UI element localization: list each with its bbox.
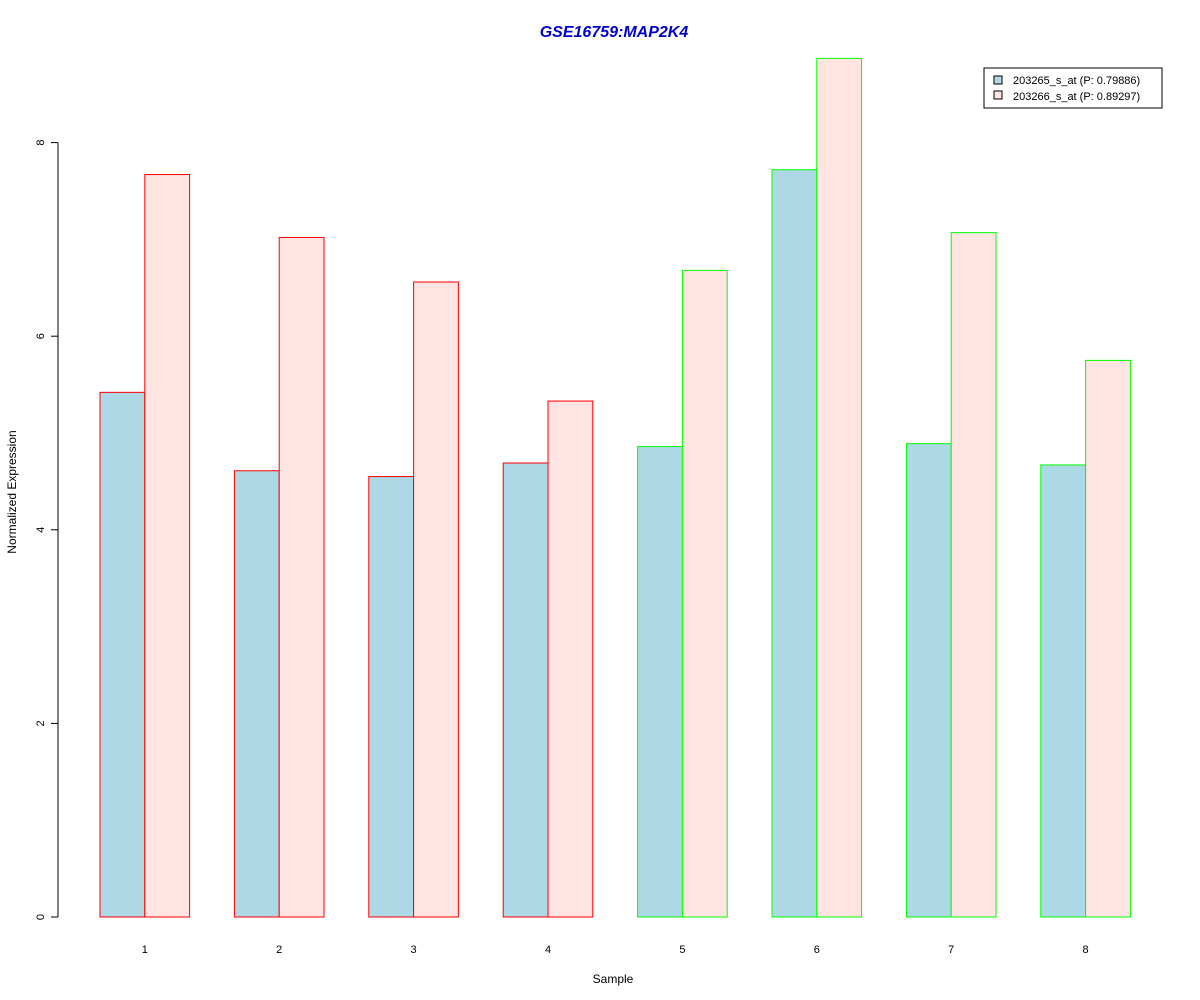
legend: 203265_s_at (P: 0.79886) 203266_s_at (P:… <box>983 67 1163 109</box>
bar-sample-6-series-1 <box>771 169 818 918</box>
x-tick-label: 5 <box>679 944 685 956</box>
legend-swatch-1 <box>993 75 1003 85</box>
bar-sample-7-series-2 <box>950 232 997 918</box>
x-axis-label: Sample <box>593 972 634 986</box>
bar-sample-1-series-2 <box>144 174 191 918</box>
x-tick-label: 4 <box>545 944 551 956</box>
bar-sample-3-series-2 <box>413 281 459 918</box>
x-tick-label: 3 <box>411 944 417 956</box>
bar-sample-4-series-1 <box>502 462 549 918</box>
bar-sample-7-series-1 <box>905 443 952 918</box>
bar-sample-8-series-2 <box>1085 359 1131 918</box>
x-tick-label: 2 <box>276 944 282 956</box>
legend-label-2: 203266_s_at (P: 0.89297) <box>1013 91 1140 103</box>
bar-sample-2-series-1 <box>233 470 280 918</box>
bar-sample-3-series-1 <box>368 476 415 918</box>
bar-sample-1-series-1 <box>99 391 146 918</box>
y-tick-label: 8 <box>35 140 47 146</box>
bar-sample-4-series-2 <box>547 400 594 918</box>
legend-box <box>983 67 1163 109</box>
chart-title: GSE16759:MAP2K4 <box>540 24 689 41</box>
y-axis: 0 2 4 6 8 <box>35 140 59 920</box>
x-tick-label: 6 <box>814 944 820 956</box>
bar-sample-2-series-2 <box>278 236 325 918</box>
x-tick-labels: 1 2 3 4 5 6 7 8 <box>142 944 1089 956</box>
y-tick-label: 0 <box>35 914 47 920</box>
y-tick-label: 2 <box>35 720 47 726</box>
y-tick-label: 6 <box>35 333 47 339</box>
bar-sample-6-series-2 <box>816 57 863 918</box>
legend-label-1: 203265_s_at (P: 0.79886) <box>1013 75 1140 87</box>
x-tick-label: 8 <box>1083 944 1089 956</box>
x-tick-label: 7 <box>948 944 954 956</box>
y-tick-label: 4 <box>35 527 47 533</box>
legend-swatch-2 <box>993 90 1003 100</box>
bar-sample-8-series-1 <box>1040 464 1087 918</box>
bars <box>99 57 1131 918</box>
bar-sample-5-series-2 <box>681 269 728 918</box>
x-tick-label: 1 <box>142 944 148 956</box>
bar-sample-5-series-1 <box>637 446 683 918</box>
y-axis-label: Normalized Expression <box>5 430 19 553</box>
